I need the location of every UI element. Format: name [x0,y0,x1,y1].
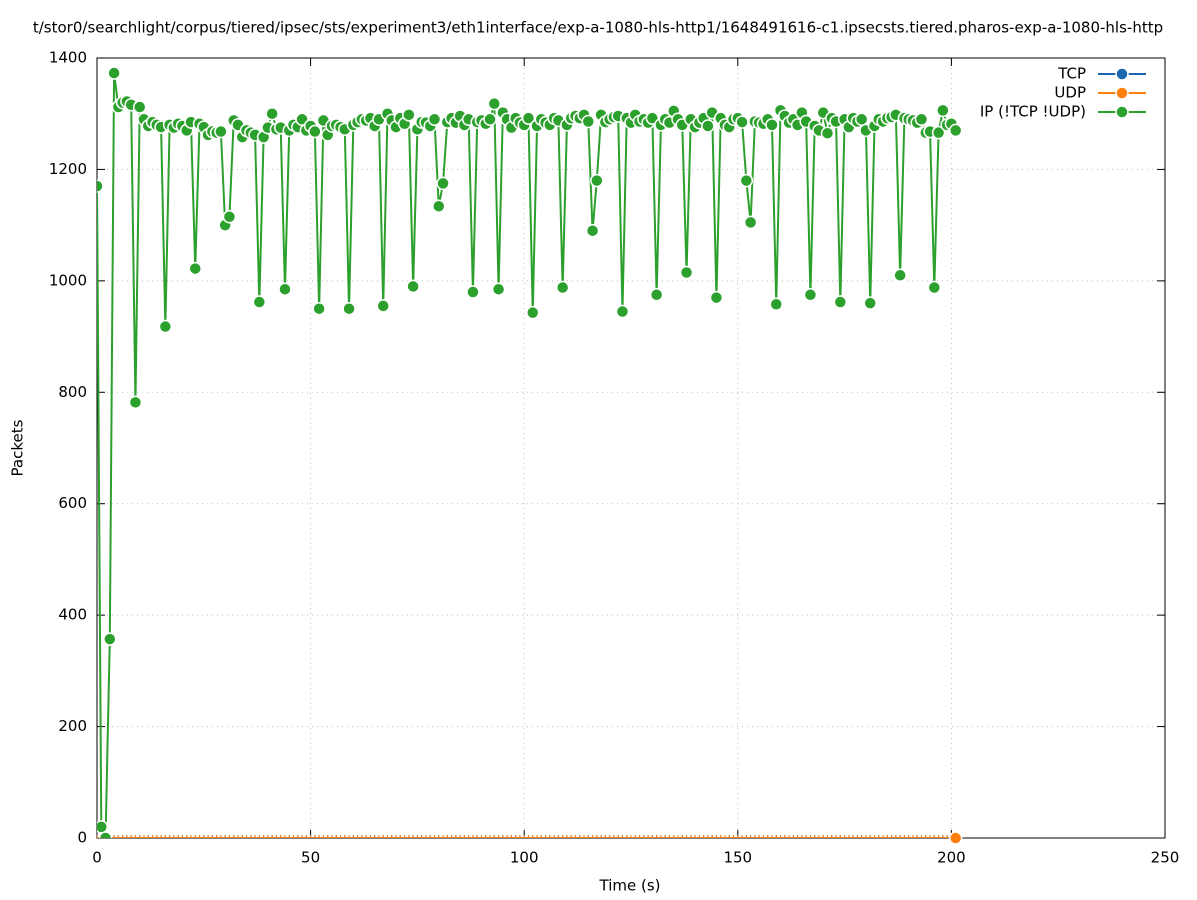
data-point [312,301,326,316]
data-point [863,296,877,310]
data-point [128,395,143,410]
plot-area [97,66,963,838]
data-point [590,173,604,188]
series-line [97,72,957,838]
data-point [820,126,835,140]
data-point [278,282,292,296]
data-point [555,280,570,295]
y-tick-label: 600 [58,494,87,512]
legend-label: IP (!TCP !UDP) [980,103,1086,121]
data-point [927,280,942,295]
data-point [265,106,279,121]
data-point [491,282,506,296]
data-point [432,199,446,213]
y-tick-label: 0 [77,829,87,847]
data-point [158,319,173,334]
legend-marker [1115,67,1129,81]
data-point [402,108,416,122]
data-point [406,279,420,294]
data-point [107,66,121,80]
data-point [854,112,869,127]
y-axis-label: Packets [9,419,27,476]
x-tick-label: 150 [723,849,752,867]
data-point [98,831,113,838]
x-tick-label: 250 [1151,849,1180,867]
data-point [936,103,950,118]
y-tick-label: 1400 [49,49,87,67]
data-point [765,118,779,132]
data-point [615,304,630,319]
data-point [525,305,540,320]
y-tick-label: 400 [58,606,87,624]
data-point [948,831,963,845]
data-point [427,112,442,127]
x-tick-label: 0 [92,849,102,867]
data-point [914,112,929,127]
legend-marker [1115,86,1129,100]
legend-marker [1115,105,1129,119]
data-point [769,297,783,312]
y-tick-label: 1000 [49,271,87,289]
data-point [97,179,104,193]
data-point [739,173,754,188]
data-point [709,290,724,305]
data-point [214,124,228,139]
y-tick-label: 800 [58,383,87,401]
data-point [483,112,497,127]
data-point [103,632,117,646]
data-point [833,295,848,309]
data-point [649,288,664,302]
data-point [308,124,322,139]
data-point [487,96,502,111]
data-point [701,119,715,133]
data-point [188,261,203,276]
x-tick-label: 200 [937,849,966,867]
legend-label: UDP [1054,84,1086,102]
data-point [743,215,758,230]
data-point [436,176,450,191]
data-point [97,820,109,834]
data-point [585,223,600,238]
x-axis-label: Time (s) [599,877,661,895]
data-point [803,288,818,302]
data-point [252,295,267,309]
data-point [466,285,480,299]
y-tick-label: 200 [58,717,87,735]
data-point [948,123,963,138]
data-point [893,268,907,283]
legend-label: TCP [1057,65,1086,83]
x-tick-label: 100 [510,849,539,867]
x-tick-label: 50 [301,849,320,867]
plot-border [96,57,1166,839]
data-point [679,265,694,280]
data-point [342,301,356,316]
data-point [521,111,536,125]
data-point [931,125,946,140]
data-point [581,114,596,129]
data-point [132,100,147,114]
data-point [376,299,390,313]
data-point [222,210,237,224]
data-point [735,115,749,129]
y-tick-label: 1200 [49,160,87,178]
chart-title: t/stor0/searchlight/corpus/tiered/ipsec/… [33,19,1163,37]
